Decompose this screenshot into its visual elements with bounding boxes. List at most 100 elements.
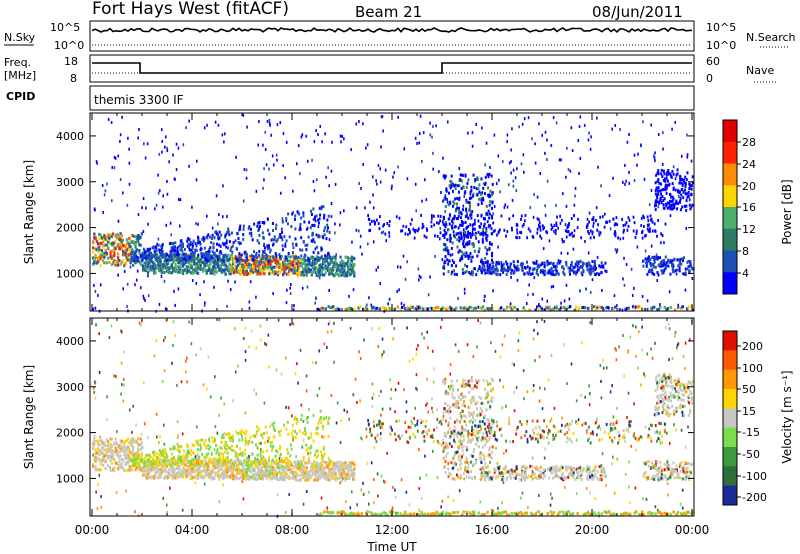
velocity-cell [178, 464, 181, 468]
power-cell [286, 222, 289, 226]
power-cell [168, 254, 171, 258]
power-cell [391, 184, 393, 188]
velocity-cell [683, 471, 686, 475]
power-cell [157, 266, 160, 270]
velocity-cell [673, 423, 675, 427]
power-cell [355, 122, 358, 126]
power-cell [174, 262, 177, 266]
power-cell [450, 184, 453, 188]
power-cell [410, 305, 413, 309]
power-cell [167, 260, 170, 264]
velocity-cell [511, 361, 514, 365]
power-cell [430, 214, 433, 218]
power-cell [548, 262, 551, 266]
power-cell [481, 196, 484, 200]
velocity-cell [490, 341, 492, 345]
power-cell [220, 262, 223, 266]
power-cell [353, 257, 356, 261]
power-cell [656, 171, 659, 175]
power-cell [100, 249, 103, 253]
velocity-cell [97, 482, 99, 486]
power-cell [102, 251, 105, 255]
power-cell [586, 217, 589, 221]
power-cell [544, 204, 546, 208]
velocity-cell [522, 369, 525, 373]
power-cell [366, 307, 369, 311]
velocity-cell [120, 330, 123, 334]
power-cell [578, 266, 581, 270]
power-cell [287, 266, 290, 270]
velocity-cell [104, 443, 107, 447]
power-cell [654, 159, 656, 163]
power-cell [478, 266, 481, 270]
velocity-cell [381, 337, 384, 341]
velocity-cell [198, 473, 201, 477]
power-cell [174, 303, 177, 307]
velocity-cell [262, 455, 264, 459]
power-cell [242, 199, 245, 203]
power-cell [522, 153, 525, 157]
velocity-cell [154, 474, 157, 478]
power-cell [297, 266, 300, 270]
power-cell [132, 263, 135, 267]
power-cell [144, 261, 147, 265]
velocity-cell [327, 322, 330, 326]
power-cell [166, 179, 168, 183]
power-cell [229, 269, 232, 273]
power-cell [159, 250, 162, 254]
velocity-cell [544, 447, 547, 451]
power-cell [555, 223, 558, 227]
velocity-cell [513, 363, 515, 367]
power-cell [164, 262, 167, 266]
power-cell [210, 269, 213, 273]
power-cell [168, 271, 171, 275]
power-cell [600, 270, 603, 274]
velocity-cell [477, 318, 479, 322]
power-cell [397, 115, 399, 119]
power-cell [585, 287, 587, 291]
power-cell [218, 236, 221, 240]
power-cell [570, 126, 573, 130]
power-cell [232, 266, 235, 270]
power-cell [400, 229, 402, 233]
power-cell [468, 240, 471, 244]
velocity-cell [616, 457, 619, 461]
power-cell [650, 264, 653, 268]
power-cell [422, 307, 425, 311]
power-cell [251, 238, 254, 242]
power-cell [202, 261, 205, 265]
power-cell [574, 262, 577, 266]
power-cell [353, 274, 356, 278]
power-cell [614, 124, 617, 128]
power-cell [586, 223, 589, 227]
power-cell [500, 261, 503, 265]
power-cell [224, 234, 227, 238]
power-cell [403, 303, 405, 307]
power-cell [588, 220, 590, 224]
power-cell [323, 259, 326, 263]
power-cell [269, 265, 272, 269]
power-cell [234, 239, 237, 243]
power-cell [119, 243, 122, 247]
power-cell [182, 143, 185, 147]
velocity-cell [680, 428, 683, 432]
velocity-cell [417, 344, 419, 348]
velocity-cell [436, 476, 439, 480]
power-cell [480, 306, 483, 310]
power-cell [672, 267, 675, 271]
power-cell [186, 239, 189, 243]
power-cell [595, 272, 598, 276]
power-cell [232, 260, 235, 264]
power-cell [375, 268, 378, 272]
power-cell [164, 307, 167, 311]
velocity-cell [668, 358, 670, 362]
power-cell [238, 268, 241, 272]
velocity-cell [513, 409, 516, 413]
velocity-cell [120, 462, 123, 466]
power-ylabel: Slant Range [km] [22, 160, 36, 264]
velocity-cell [447, 495, 449, 499]
power-cell [344, 263, 347, 267]
power-cell [323, 216, 326, 220]
power-cell [352, 263, 355, 267]
velocity-cell [157, 476, 160, 480]
